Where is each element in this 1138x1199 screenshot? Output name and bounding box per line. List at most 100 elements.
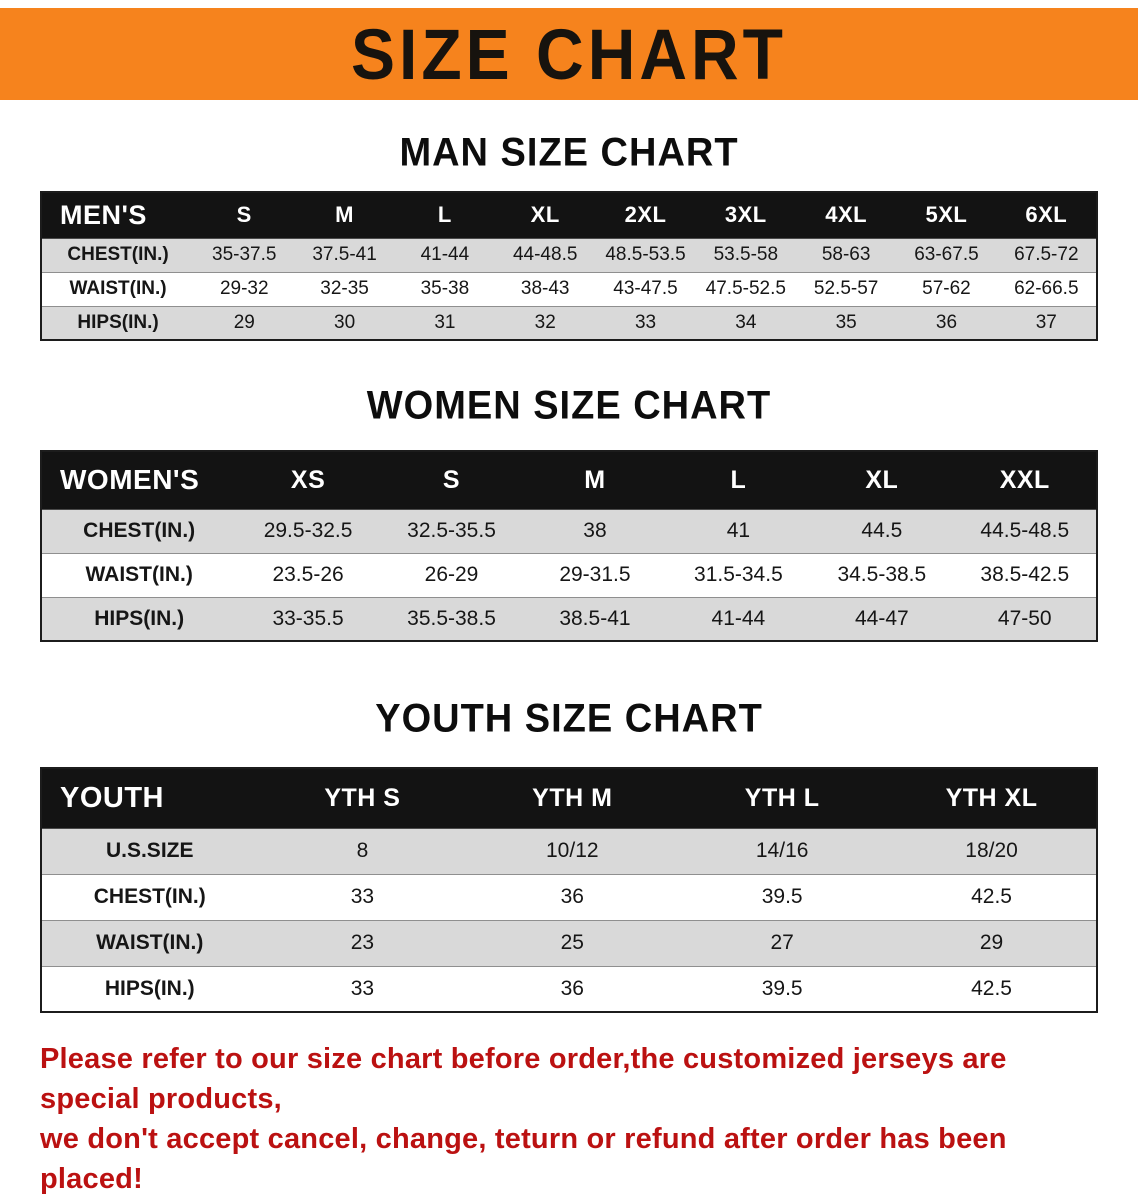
sections-container: MAN SIZE CHART MEN'S S M L XL 2XL 3XL 4XL 5XL 6XL C… xyxy=(0,130,1138,1013)
youth-table-title: YOUTH xyxy=(41,768,258,828)
value-cell: 38.5-42.5 xyxy=(980,563,1070,586)
youth-measurement-row: HIPS(IN.) 33 36 39.5 42.5 xyxy=(41,966,1097,1012)
value-cell: 36 xyxy=(935,311,958,333)
value-cell: 48.5-53.5 xyxy=(605,244,686,265)
value-cell: 38.5-41 xyxy=(559,606,631,630)
value-cell: 29 xyxy=(979,931,1004,954)
row-label: CHEST(IN.) xyxy=(93,885,206,908)
page-title: SIZE CHART xyxy=(351,14,787,94)
value-cell: 42.5 xyxy=(971,885,1012,908)
value-cell: 33 xyxy=(634,311,657,333)
value-cell: 29.5-32.5 xyxy=(263,519,353,542)
value-cell: 35.5-38.5 xyxy=(407,606,496,630)
women-size-column-header: L xyxy=(666,451,811,509)
youth-size-section: YOUTH SIZE CHART YOUTH YTH S YTH M YTH L YTH … xyxy=(0,696,1138,1013)
women-size-table: WOMEN'S XS S M L XL XXL CHEST(IN.) 29.5-32.5 32.5… xyxy=(40,450,1098,642)
value-cell: 8 xyxy=(356,839,369,862)
men-size-column-header: XL xyxy=(495,192,596,238)
youth-size-column-header: YTH M xyxy=(467,768,678,828)
value-cell: 25 xyxy=(560,931,584,954)
value-cell: 10/12 xyxy=(546,839,599,862)
women-measurement-row: HIPS(IN.) 33-35.5 35.5-38.5 38.5-41 41-44 44-… xyxy=(41,597,1097,641)
value-cell: 67.5-72 xyxy=(1014,244,1079,265)
value-cell: 33 xyxy=(350,976,375,1000)
youth-size-column-header: YTH S xyxy=(257,768,468,828)
value-cell: 36 xyxy=(560,885,584,908)
value-cell: 26-29 xyxy=(424,563,479,586)
women-size-column-header: M xyxy=(523,451,667,509)
youth-measurement-row: CHEST(IN.) 33 36 39.5 42.5 xyxy=(41,874,1097,920)
value-cell: 42.5 xyxy=(971,976,1012,1000)
men-size-column-header: 5XL xyxy=(896,192,997,238)
value-cell: 39.5 xyxy=(761,885,803,908)
men-size-column-header: 6XL xyxy=(996,192,1097,238)
women-measurement-row: CHEST(IN.) 29.5-32.5 32.5-35.5 38 41 44.5 44.5… xyxy=(41,509,1097,553)
men-size-column-header: 4XL xyxy=(795,192,897,238)
value-cell: 52.5-57 xyxy=(813,278,879,299)
value-cell: 23 xyxy=(350,931,375,954)
value-cell: 35-38 xyxy=(420,278,470,299)
value-cell: 44-48.5 xyxy=(512,244,578,265)
value-cell: 62-66.5 xyxy=(1014,278,1079,299)
men-measurement-row: WAIST(IN.) 29-32 32-35 35-38 38-43 43-47.5 47.… xyxy=(41,272,1097,306)
value-cell: 32 xyxy=(534,311,556,333)
women-chart-heading: WOMEN SIZE CHART xyxy=(366,383,772,429)
value-cell: 44.5 xyxy=(861,519,903,542)
value-cell: 30 xyxy=(334,311,356,333)
value-cell: 29-32 xyxy=(219,278,269,299)
value-cell: 44-47 xyxy=(854,606,909,630)
men-size-column-header: S xyxy=(194,192,295,238)
men-size-column-header: 3XL xyxy=(695,192,796,238)
notice-line-1: Please refer to our size chart before or… xyxy=(40,1043,1007,1116)
value-cell: 31.5-34.5 xyxy=(694,563,783,586)
value-cell: 47.5-52.5 xyxy=(705,278,786,299)
men-size-column-header: L xyxy=(394,192,496,238)
value-cell: 34.5-38.5 xyxy=(837,563,927,586)
footer-notice: Please refer to our size chart before or… xyxy=(40,1039,1098,1199)
men-measurement-row: CHEST(IN.) 35-37.5 37.5-41 41-44 44-48.5 48.5… xyxy=(41,238,1097,272)
row-label: WAIST(IN.) xyxy=(85,563,193,586)
men-size-section: MAN SIZE CHART MEN'S S M L XL 2XL 3XL 4XL 5XL 6XL C… xyxy=(0,130,1138,341)
row-label: WAIST(IN.) xyxy=(96,931,204,954)
men-size-table: MEN'S S M L XL 2XL 3XL 4XL 5XL 6XL CHEST(IN.) 35-37… xyxy=(40,191,1098,341)
women-size-column-header: XS xyxy=(236,451,380,509)
men-header-row: MEN'S S M L XL 2XL 3XL 4XL 5XL 6XL xyxy=(41,192,1097,238)
value-cell: 32-35 xyxy=(320,278,369,299)
women-size-column-header: XXL xyxy=(953,451,1097,509)
value-cell: 31 xyxy=(434,311,456,333)
notice-line-2: we don't accept cancel, change, teturn o… xyxy=(40,1123,1007,1196)
row-label: CHEST(IN.) xyxy=(83,519,196,542)
value-cell: 29 xyxy=(233,311,255,333)
value-cell: 35 xyxy=(835,311,857,333)
value-cell: 58-63 xyxy=(821,244,871,265)
value-cell: 18/20 xyxy=(965,839,1018,862)
row-label: WAIST(IN.) xyxy=(69,278,167,299)
banner: SIZE CHART xyxy=(0,8,1138,100)
men-chart-heading: MAN SIZE CHART xyxy=(399,130,739,176)
value-cell: 63-67.5 xyxy=(914,244,979,265)
women-measurement-row: WAIST(IN.) 23.5-26 26-29 29-31.5 31.5-34.5 34… xyxy=(41,553,1097,597)
youth-chart-heading: YOUTH SIZE CHART xyxy=(375,696,763,742)
row-label: CHEST(IN.) xyxy=(67,244,169,265)
value-cell: 44.5-48.5 xyxy=(980,519,1070,542)
row-label: HIPS(IN.) xyxy=(94,606,185,630)
value-cell: 37.5-41 xyxy=(312,244,377,265)
value-cell: 57-62 xyxy=(922,278,971,299)
value-cell: 29-31.5 xyxy=(559,563,631,586)
value-cell: 27 xyxy=(770,931,794,954)
value-cell: 33 xyxy=(350,885,375,908)
men-table-title: MEN'S xyxy=(41,192,195,238)
men-size-column-header: 2XL xyxy=(595,192,696,238)
value-cell: 33-35.5 xyxy=(272,606,344,630)
value-cell: 41-44 xyxy=(420,244,470,265)
row-label: HIPS(IN.) xyxy=(104,976,195,1000)
youth-size-column-header: YTH XL xyxy=(887,768,1097,828)
youth-size-table: YOUTH YTH S YTH M YTH L YTH XL U.S.SIZE 8 10/12… xyxy=(40,767,1098,1013)
value-cell: 41 xyxy=(726,519,751,542)
row-label: U.S.SIZE xyxy=(105,839,194,862)
value-cell: 38 xyxy=(583,519,607,542)
value-cell: 36 xyxy=(560,976,584,1000)
men-measurement-row: HIPS(IN.) 29 30 31 32 33 34 35 36 37 xyxy=(41,306,1097,340)
value-cell: 34 xyxy=(735,311,757,333)
youth-measurement-row: U.S.SIZE 8 10/12 14/16 18/20 xyxy=(41,828,1097,874)
